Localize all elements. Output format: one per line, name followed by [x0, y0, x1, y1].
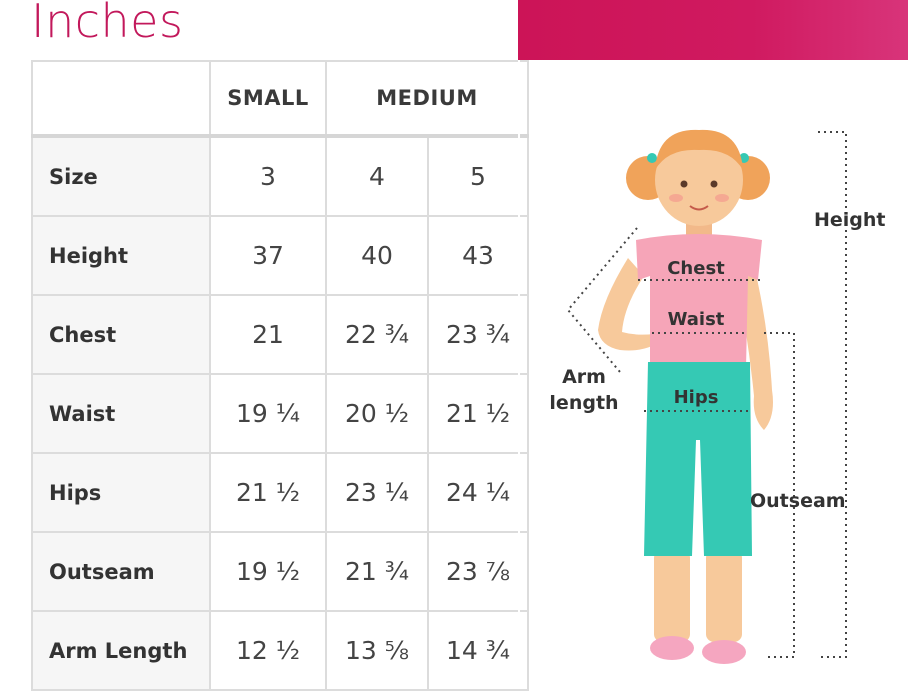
- row-label: Waist: [31, 373, 211, 454]
- header-medium: MEDIUM: [325, 60, 529, 138]
- row-label: Height: [31, 215, 211, 296]
- table-cell: 24 ¼: [427, 452, 529, 533]
- row-label: Outseam: [31, 531, 211, 612]
- chest-label: Chest: [667, 258, 725, 279]
- height-label: Height: [814, 209, 886, 231]
- row-label: Hips: [31, 452, 211, 533]
- table-row: Waist 19 ¼ 20 ½ 21 ½: [31, 373, 529, 454]
- table-row: Hips 21 ½ 23 ¼ 24 ¼: [31, 452, 529, 533]
- table-row: Arm Length 12 ½ 13 ⅝ 14 ¾: [31, 610, 529, 691]
- row-label: Chest: [31, 294, 211, 375]
- table-cell: 21 ¾: [325, 531, 429, 612]
- table-cell: 4: [325, 135, 429, 217]
- girl-illustration: [598, 129, 773, 664]
- outseam-label: Outseam: [750, 490, 846, 512]
- table-row: Outseam 19 ½ 21 ¾ 23 ⅞: [31, 531, 529, 612]
- table-cell: 20 ½: [325, 373, 429, 454]
- table-edge-mask: [518, 60, 520, 684]
- arm-length-label-line1: Arm: [562, 366, 606, 388]
- table-cell: 12 ½: [209, 610, 327, 691]
- waist-label: Waist: [668, 309, 725, 330]
- row-label: Size: [31, 135, 211, 217]
- table-row: Height 37 40 43: [31, 215, 529, 296]
- table-cell: 5: [427, 135, 529, 217]
- table-row: Size 3 4 5: [31, 135, 529, 217]
- measurement-figure: Height Chest Waist Hips Arm length Outse…: [549, 129, 886, 664]
- header-banner: [518, 0, 908, 60]
- table-cell: 21: [209, 294, 327, 375]
- size-chart-table: SMALL MEDIUM Size 3 4 5 Height 37 40 43 …: [31, 60, 529, 691]
- table-cell: 19 ¼: [209, 373, 327, 454]
- table-row: Chest 21 22 ¾ 23 ¾: [31, 294, 529, 375]
- table-cell: 23 ¾: [427, 294, 529, 375]
- table-cell: 23 ¼: [325, 452, 429, 533]
- page-heading: Inches: [31, 0, 184, 48]
- table-cell: 23 ⅞: [427, 531, 529, 612]
- table-cell: 43: [427, 215, 529, 296]
- table-cell: 13 ⅝: [325, 610, 429, 691]
- table-cell: 37: [209, 215, 327, 296]
- hips-label: Hips: [674, 387, 719, 408]
- table-corner-cell: [31, 60, 211, 138]
- table-cell: 21 ½: [209, 452, 327, 533]
- table-header-row: SMALL MEDIUM: [31, 60, 529, 138]
- table-cell: 21 ½: [427, 373, 529, 454]
- table-cell: 40: [325, 215, 429, 296]
- table-cell: 19 ½: [209, 531, 327, 612]
- table-cell: 22 ¾: [325, 294, 429, 375]
- row-label: Arm Length: [31, 610, 211, 691]
- table-cell: 3: [209, 135, 327, 217]
- measurement-lines: [566, 131, 847, 658]
- arm-length-label-line2: length: [549, 392, 618, 414]
- header-small: SMALL: [209, 60, 327, 138]
- table-cell: 14 ¾: [427, 610, 529, 691]
